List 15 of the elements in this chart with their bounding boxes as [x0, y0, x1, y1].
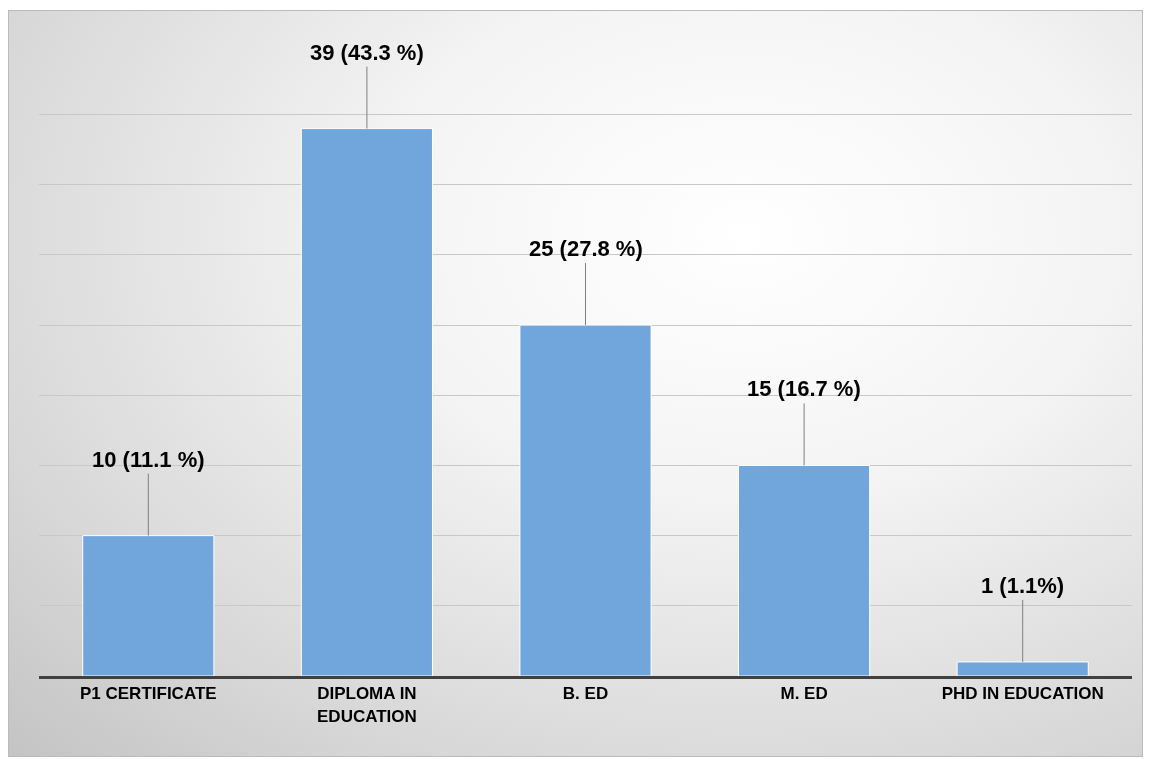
- data-label: 1 (1.1%): [981, 573, 1065, 598]
- x-tick-label: B. ED: [562, 684, 609, 704]
- x-tick-label: M. ED: [780, 684, 828, 704]
- data-label: 25 (27.8 %): [529, 236, 643, 261]
- bar: [300, 128, 433, 676]
- data-label: 15 (16.7 %): [747, 376, 861, 401]
- data-label: 10 (11.1 %): [92, 447, 205, 472]
- bar: [956, 661, 1089, 676]
- x-tick-label: DIPLOMA IN EDUCATION: [317, 684, 417, 726]
- bar: [519, 324, 652, 676]
- data-label: 39 (43.3 %): [310, 40, 424, 65]
- bar: [738, 464, 871, 676]
- bar: [82, 535, 215, 676]
- x-tick-label: P1 CERTIFICATE: [79, 684, 217, 704]
- x-tick-label: PHD IN EDUCATION: [941, 684, 1104, 704]
